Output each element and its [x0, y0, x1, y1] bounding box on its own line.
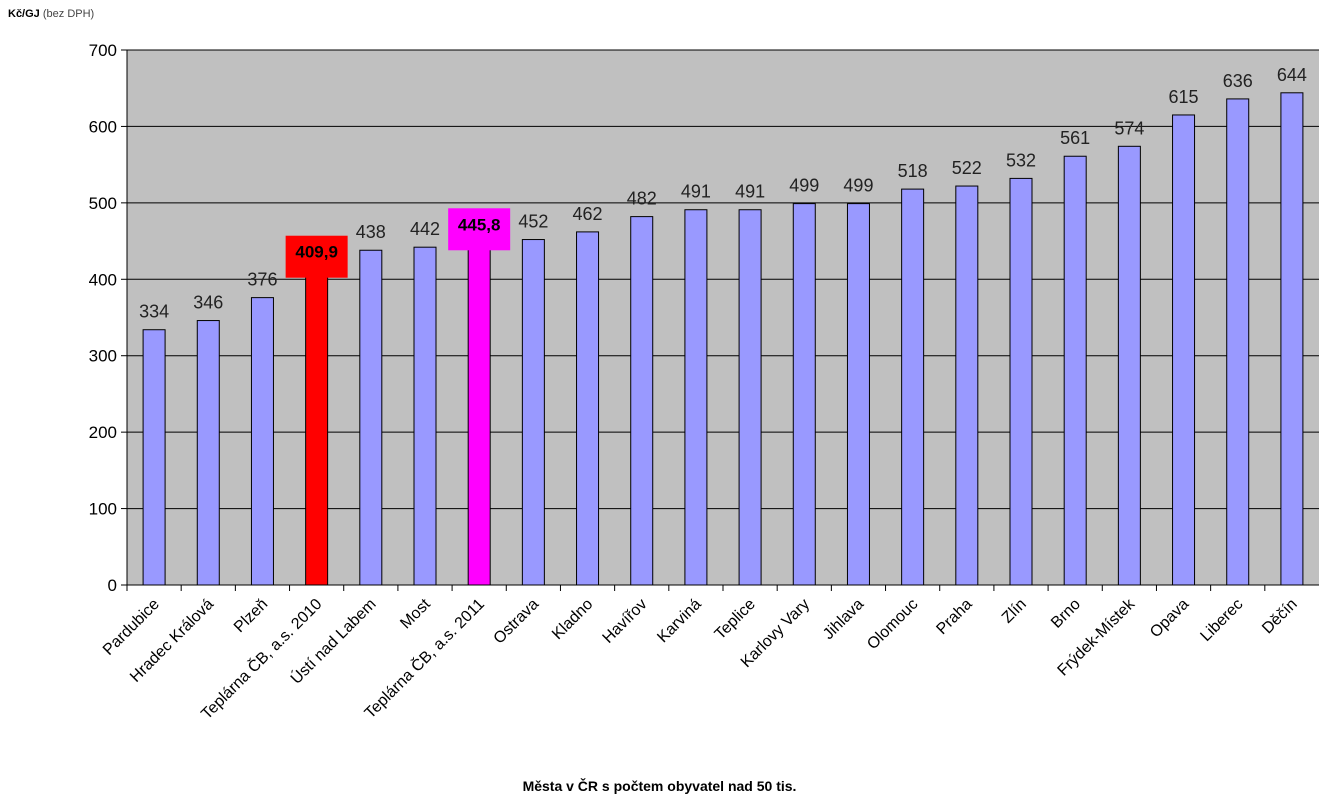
category-label: Liberec — [1197, 596, 1246, 645]
bar-value-label: 636 — [1223, 71, 1253, 91]
category-label: Ostrava — [491, 596, 543, 648]
bar-value-label: 409,9 — [295, 243, 338, 262]
bar — [1009, 177, 1033, 586]
y-axis-unit: Kč/GJ — [8, 8, 40, 20]
bar — [846, 203, 870, 586]
bar — [630, 216, 654, 586]
bar-value-label: 532 — [1006, 150, 1036, 170]
category-label: Karviná — [654, 596, 704, 646]
bar — [1226, 98, 1250, 586]
bar — [792, 203, 816, 586]
bar — [1063, 155, 1087, 586]
y-tick-label: 100 — [89, 500, 117, 519]
bar-value-label: 499 — [843, 176, 873, 196]
category-label: Olomouc — [864, 596, 921, 653]
bar — [359, 249, 383, 586]
y-tick-label: 700 — [89, 41, 117, 60]
category-label: Teplice — [712, 596, 759, 643]
bar-value-label: 491 — [735, 182, 765, 202]
y-tick-label: 500 — [89, 194, 117, 213]
category-label: Děčín — [1259, 596, 1301, 638]
bar — [250, 297, 274, 586]
bar-value-label: 445,8 — [458, 215, 501, 234]
category-label: Brno — [1048, 596, 1084, 632]
bar-value-label: 574 — [1114, 118, 1144, 138]
y-tick-label: 600 — [89, 117, 117, 136]
bar-value-label: 452 — [518, 212, 548, 232]
bar — [576, 231, 600, 586]
bar — [1280, 92, 1304, 586]
bar — [1117, 145, 1141, 586]
bar — [1172, 114, 1196, 586]
bar — [955, 185, 979, 586]
highlight-value-box — [285, 235, 348, 278]
bar — [738, 209, 762, 586]
bar-value-label: 615 — [1169, 87, 1199, 107]
category-label: Kladno — [549, 596, 596, 643]
y-tick-label: 400 — [89, 270, 117, 289]
y-tick-label: 200 — [89, 423, 117, 442]
highlight-value-box — [448, 208, 511, 251]
x-axis-title: Města v ČR s počtem obyvatel nad 50 tis. — [522, 778, 797, 794]
category-label: Most — [397, 595, 434, 632]
bar — [467, 243, 491, 586]
category-label: Havířov — [600, 596, 651, 647]
bar — [901, 188, 925, 586]
bar — [413, 246, 437, 586]
bar — [196, 320, 220, 586]
bar-value-label: 644 — [1277, 65, 1307, 85]
bar-value-label: 522 — [952, 158, 982, 178]
bar — [521, 239, 545, 586]
bar-value-label: 334 — [139, 302, 169, 322]
category-label: Plzeň — [231, 596, 271, 636]
category-label: Praha — [933, 596, 975, 638]
bar — [142, 329, 166, 586]
bar-value-label: 518 — [898, 161, 928, 181]
bar-value-label: 376 — [247, 270, 277, 290]
y-axis-title: Kč/GJ (bez DPH) — [8, 8, 94, 20]
bar — [305, 271, 329, 586]
y-tick-label: 300 — [89, 347, 117, 366]
category-label: Zlín — [999, 596, 1030, 627]
bar-value-label: 561 — [1060, 128, 1090, 148]
category-label: Jihlava — [820, 596, 867, 643]
category-label: Opava — [1147, 596, 1192, 641]
bar-value-label: 438 — [356, 222, 386, 242]
bar-value-label: 442 — [410, 219, 440, 239]
bar-value-label: 499 — [789, 176, 819, 196]
bar-value-label: 482 — [627, 189, 657, 209]
bar-value-label: 491 — [681, 182, 711, 202]
y-tick-label: 0 — [108, 576, 117, 595]
y-axis-note: (bez DPH) — [42, 8, 95, 20]
bar-value-label: 462 — [573, 204, 603, 224]
bar-value-label: 346 — [193, 293, 223, 313]
bar — [684, 209, 708, 586]
